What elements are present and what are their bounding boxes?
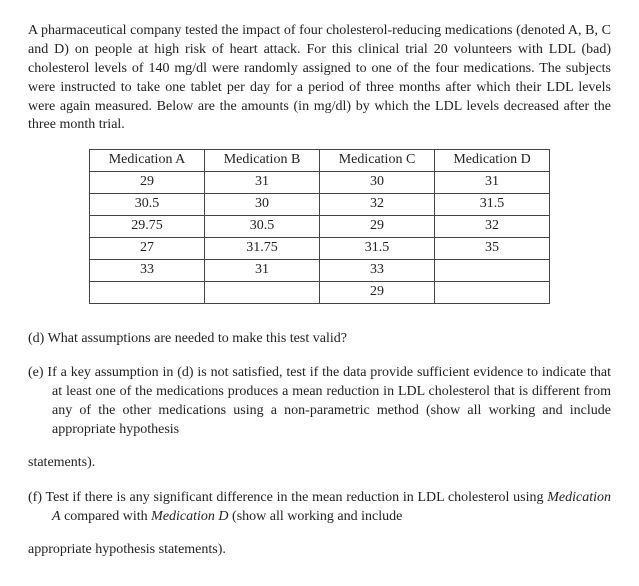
medication-d-italic: Medication D — [151, 509, 228, 524]
medication-table: Medication A Medication B Medication C M… — [89, 149, 550, 303]
table-row: 29313031 — [90, 172, 550, 194]
table-cell: 30.5 — [205, 216, 320, 238]
table-cell — [205, 281, 320, 303]
table-cell: 33 — [90, 259, 205, 281]
table-cell: 31.75 — [205, 237, 320, 259]
table-header-row: Medication A Medication B Medication C M… — [90, 150, 550, 172]
table-cell — [90, 281, 205, 303]
col-header: Medication C — [320, 150, 435, 172]
question-d: (d) What assumptions are needed to make … — [28, 330, 611, 349]
table-cell: 29 — [320, 216, 435, 238]
table-cell: 35 — [435, 237, 550, 259]
table-cell: 31.5 — [320, 237, 435, 259]
table-cell: 27 — [90, 237, 205, 259]
table-cell: 30 — [320, 172, 435, 194]
table-row: 333133 — [90, 259, 550, 281]
table-cell: 31 — [205, 259, 320, 281]
table-cell — [435, 281, 550, 303]
table-cell: 33 — [320, 259, 435, 281]
question-f: (f) Test if there is any significant dif… — [28, 489, 611, 560]
col-header: Medication A — [90, 150, 205, 172]
question-letter: (f) — [28, 490, 42, 505]
question-text-post: (show all working and include — [229, 509, 403, 524]
table-cell: 32 — [320, 194, 435, 216]
question-letter: (e) — [28, 365, 44, 380]
table-cell: 31 — [435, 172, 550, 194]
table-row: 2731.7531.535 — [90, 237, 550, 259]
question-text-pre: Test if there is any significant differe… — [46, 490, 548, 505]
question-text: If a key assumption in (d) is not satisf… — [47, 365, 611, 437]
question-tail: statements). — [28, 454, 611, 473]
intro-paragraph: A pharmaceutical company tested the impa… — [28, 22, 611, 135]
table-cell: 30 — [205, 194, 320, 216]
table-row: 29 — [90, 281, 550, 303]
page: A pharmaceutical company tested the impa… — [0, 0, 639, 586]
table-cell: 29 — [90, 172, 205, 194]
table-cell: 29.75 — [90, 216, 205, 238]
col-header: Medication D — [435, 150, 550, 172]
table-row: 30.5303231.5 — [90, 194, 550, 216]
question-letter: (d) — [28, 331, 44, 346]
table-cell: 32 — [435, 216, 550, 238]
table-cell: 30.5 — [90, 194, 205, 216]
question-text-mid: compared with — [61, 509, 152, 524]
table-body: 2931303130.5303231.529.7530.529322731.75… — [90, 172, 550, 303]
table-cell: 31.5 — [435, 194, 550, 216]
data-table-wrap: Medication A Medication B Medication C M… — [28, 149, 611, 303]
question-tail: appropriate hypothesis statements). — [28, 541, 611, 560]
col-header: Medication B — [205, 150, 320, 172]
question-e: (e) If a key assumption in (d) is not sa… — [28, 364, 611, 472]
table-row: 29.7530.52932 — [90, 216, 550, 238]
table-cell: 31 — [205, 172, 320, 194]
question-text: What assumptions are needed to make this… — [48, 331, 347, 346]
table-cell — [435, 259, 550, 281]
table-cell: 29 — [320, 281, 435, 303]
